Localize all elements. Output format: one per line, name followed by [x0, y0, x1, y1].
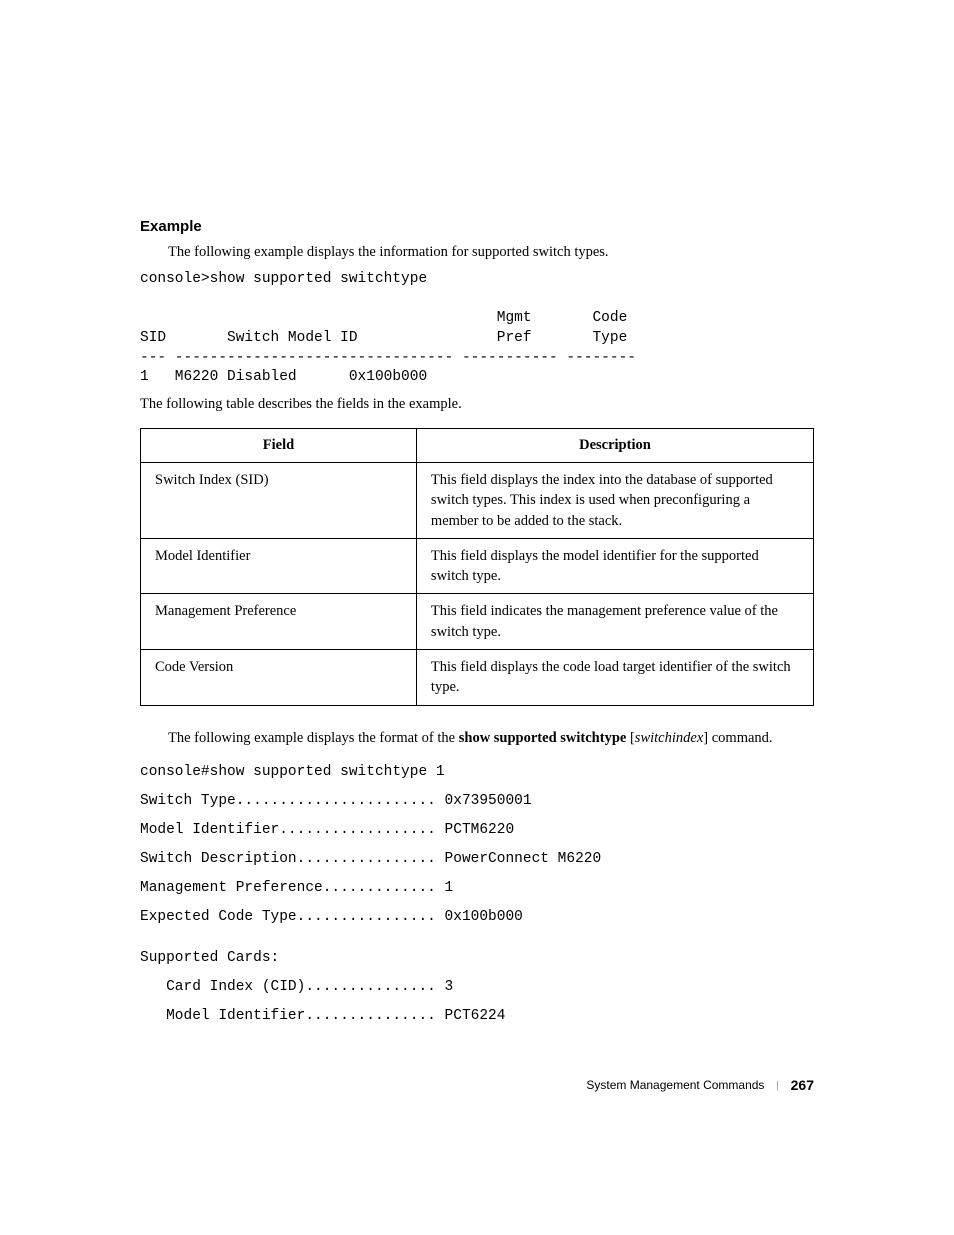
- table-cell-description: This field displays the code load target…: [416, 650, 813, 706]
- table-row: Management Preference This field indicat…: [141, 594, 814, 650]
- following-suffix: command.: [712, 730, 773, 746]
- following-bold: show supported switchtype: [459, 730, 627, 746]
- following-bracket-close: ]: [703, 730, 711, 746]
- following-prefix: The following example displays the forma…: [168, 730, 459, 746]
- table-header-description: Description: [416, 428, 813, 462]
- table-cell-field: Management Preference: [141, 594, 417, 650]
- following-italic: switchindex: [635, 730, 703, 746]
- code-block-1: console>show supported switchtype Mgmt C…: [140, 270, 814, 387]
- table-cell-description: This field indicates the management pref…: [416, 594, 813, 650]
- table-row: Switch Index (SID) This field displays t…: [141, 462, 814, 538]
- table-cell-field: Model Identifier: [141, 538, 417, 594]
- table-cell-field: Switch Index (SID): [141, 462, 417, 538]
- code-block-2: console#show supported switchtype 1 Swit…: [140, 758, 814, 932]
- table-cell-description: This field displays the model identifier…: [416, 538, 813, 594]
- field-table: Field Description Switch Index (SID) Thi…: [140, 428, 814, 706]
- table-cell-description: This field displays the index into the d…: [416, 462, 813, 538]
- intro-text: The following example displays the infor…: [168, 242, 814, 262]
- following-example-text: The following example displays the forma…: [168, 728, 814, 748]
- table-cell-field: Code Version: [141, 650, 417, 706]
- page-footer: System Management Commands | 267: [586, 1077, 814, 1093]
- code-block-3-header: Supported Cards:: [140, 944, 814, 973]
- footer-section: System Management Commands: [586, 1078, 764, 1092]
- table-intro: The following table describes the fields…: [140, 394, 814, 414]
- table-header-field: Field: [141, 428, 417, 462]
- footer-separator: |: [776, 1079, 778, 1091]
- table-row: Model Identifier This field displays the…: [141, 538, 814, 594]
- table-row: Code Version This field displays the cod…: [141, 650, 814, 706]
- code-block-3: Card Index (CID)............... 3 Model …: [140, 973, 814, 1031]
- table-header-row: Field Description: [141, 428, 814, 462]
- section-heading: Example: [140, 218, 814, 235]
- footer-page-number: 267: [791, 1077, 814, 1093]
- following-bracket-open: [: [626, 730, 634, 746]
